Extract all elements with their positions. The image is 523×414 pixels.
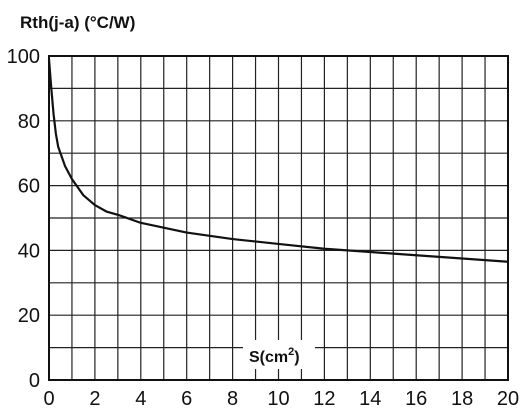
x-tick-label: 2 — [89, 388, 100, 410]
x-tick-label: 18 — [451, 388, 473, 410]
x-tick-label: 10 — [267, 388, 289, 410]
y-tick-label: 20 — [18, 305, 40, 327]
x-axis-label-suffix: ) — [294, 349, 299, 366]
x-axis-label-main: S(cm — [249, 349, 288, 366]
x-tick-label: 20 — [497, 388, 519, 410]
y-tick-label: 80 — [18, 111, 40, 133]
x-tick-label: 12 — [313, 388, 335, 410]
x-tick-label: 16 — [405, 388, 427, 410]
x-tick-label: 4 — [135, 388, 146, 410]
x-tick-label: 14 — [359, 388, 381, 410]
y-tick-label: 60 — [18, 176, 40, 198]
x-tick-label: 6 — [181, 388, 192, 410]
x-tick-label: 8 — [227, 388, 238, 410]
y-tick-label: 100 — [7, 46, 40, 68]
x-tick-label: 0 — [43, 388, 54, 410]
y-axis-label: Rth(j-a) (°C/W) — [20, 13, 135, 32]
chart-grid — [49, 56, 508, 380]
y-tick-label: 0 — [29, 370, 40, 392]
y-tick-label: 40 — [18, 240, 40, 262]
